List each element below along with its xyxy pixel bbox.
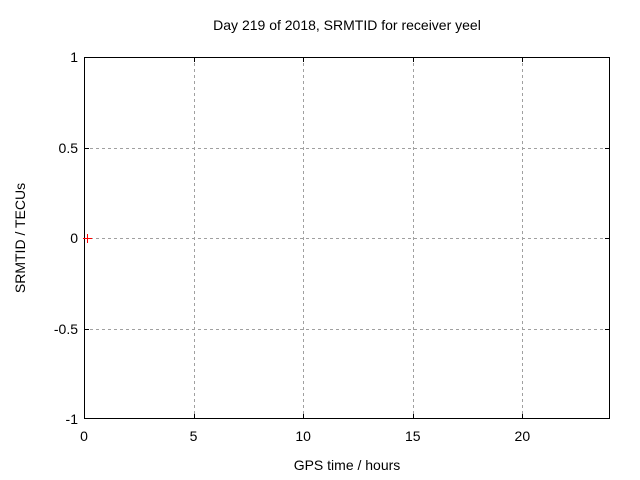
x-tick-label: 20: [514, 428, 531, 444]
y-tick-mark: [605, 328, 610, 330]
y-tick-label: -0.5: [53, 320, 78, 337]
x-tick-mark: [522, 414, 524, 419]
x-axis-label: GPS time / hours: [293, 457, 401, 473]
x-tick-mark: [412, 414, 414, 419]
x-tick-mark: [303, 414, 305, 419]
data-point-marker: [83, 234, 93, 243]
x-tick-mark: [193, 57, 195, 62]
y-tick-mark: [84, 328, 89, 330]
plot-area: [83, 57, 610, 419]
x-tick-label: 5: [189, 428, 198, 444]
gridline-horizontal: [84, 147, 610, 149]
x-tick-mark: [303, 57, 305, 62]
x-tick-label: 0: [80, 428, 88, 444]
gridline-horizontal: [84, 328, 610, 330]
y-tick-mark: [605, 238, 610, 239]
y-tick-label: -1: [65, 411, 78, 427]
y-tick-mark: [84, 147, 89, 149]
y-tick-label: 0.5: [58, 139, 78, 156]
plot-border: [84, 57, 610, 419]
data-point-layer: [83, 57, 610, 419]
grid-layer: [84, 57, 610, 419]
chart-title: Day 219 of 2018, SRMTID for receiver yee…: [213, 17, 481, 33]
x-tick-label: 15: [404, 428, 421, 444]
tick-mark-layer: [84, 57, 610, 419]
y-tick-label: 0: [70, 230, 78, 246]
x-tick-mark: [522, 57, 524, 62]
x-tick-mark: [412, 57, 414, 62]
gridline-horizontal: [84, 238, 610, 239]
y-tick-mark: [605, 147, 610, 149]
x-tick-mark: [193, 414, 195, 419]
y-axis-label: SRMTID / TECUs: [12, 182, 28, 294]
y-tick-label: 1: [70, 49, 78, 65]
x-tick-label: 10: [295, 428, 311, 444]
marker-vertical-stroke: [87, 234, 89, 243]
